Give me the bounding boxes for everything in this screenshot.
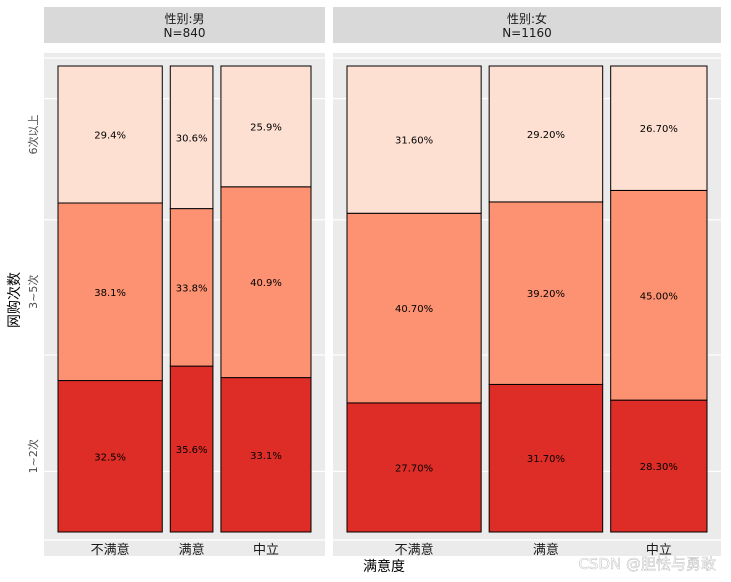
mosaic-segment — [346, 65, 482, 214]
mosaic-segment — [346, 402, 482, 533]
segment-label: 26.70% — [640, 124, 678, 135]
mosaic-segment — [57, 202, 163, 382]
segment-label: 38.1% — [94, 288, 126, 299]
facet-strip — [44, 7, 325, 43]
facet-strip-title: 性别:女 — [507, 11, 547, 26]
segment-label: 40.9% — [250, 278, 282, 289]
segment-label: 39.20% — [527, 289, 565, 300]
mosaic-segment — [220, 377, 312, 533]
x-tick-label: 满意 — [533, 542, 559, 558]
x-tick-label: 不满意 — [91, 542, 130, 558]
mosaic-segment — [220, 65, 312, 188]
mosaic-segment — [488, 383, 604, 533]
x-tick-label: 满意 — [179, 542, 205, 558]
x-axis-title: 满意度 — [363, 558, 405, 575]
panels-layer: 1~2次 3~5次 6次以上 性别:男N=840 32.5% 38.1% 29.4% 不满意 3… — [26, 7, 721, 558]
y-tick-label: 1~2次 — [26, 439, 40, 473]
segment-label: 31.70% — [527, 454, 565, 465]
segment-label: 28.30% — [640, 462, 678, 473]
segment-label: 27.70% — [395, 463, 433, 474]
y-axis-title: 网购次数 — [7, 272, 23, 328]
y-tick-label: 3~5次 — [26, 275, 40, 309]
mosaic-segment — [57, 65, 163, 204]
mosaic-segment — [346, 212, 482, 404]
mosaic-segment — [57, 380, 163, 533]
mosaic-segment — [169, 208, 214, 367]
segment-label: 40.70% — [395, 304, 433, 315]
segment-label: 29.4% — [94, 131, 126, 142]
segment-label: 30.6% — [176, 133, 208, 144]
mosaic-segment — [488, 201, 604, 385]
y-tick-label: 6次以上 — [26, 115, 40, 155]
facet-strip-title: 性别:男 — [164, 12, 204, 26]
facet-strip-count: N=840 — [164, 26, 206, 40]
segment-label: 25.9% — [250, 122, 282, 133]
segment-label: 35.6% — [176, 445, 208, 456]
facet-strip — [333, 7, 721, 43]
segment-label: 29.20% — [527, 130, 565, 141]
x-tick-label: 不满意 — [395, 542, 434, 558]
segment-label: 33.1% — [250, 451, 282, 462]
mosaic-segment — [610, 189, 708, 401]
segment-label: 45.00% — [640, 291, 678, 302]
mosaic-segment — [169, 65, 214, 210]
mosaic-segment — [610, 65, 708, 191]
x-tick-label: 中立 — [646, 543, 672, 558]
watermark: CSDN @胆怯与勇敢 — [578, 555, 716, 573]
mosaic-segment — [610, 399, 708, 533]
segment-label: 31.60% — [395, 136, 433, 147]
mosaic-segment — [488, 65, 604, 203]
x-tick-label: 中立 — [253, 543, 279, 558]
segment-label: 33.8% — [176, 283, 208, 294]
facet-strip-count: N=1160 — [502, 26, 552, 40]
mosaic-segment — [220, 186, 312, 379]
segment-label: 32.5% — [94, 452, 126, 463]
